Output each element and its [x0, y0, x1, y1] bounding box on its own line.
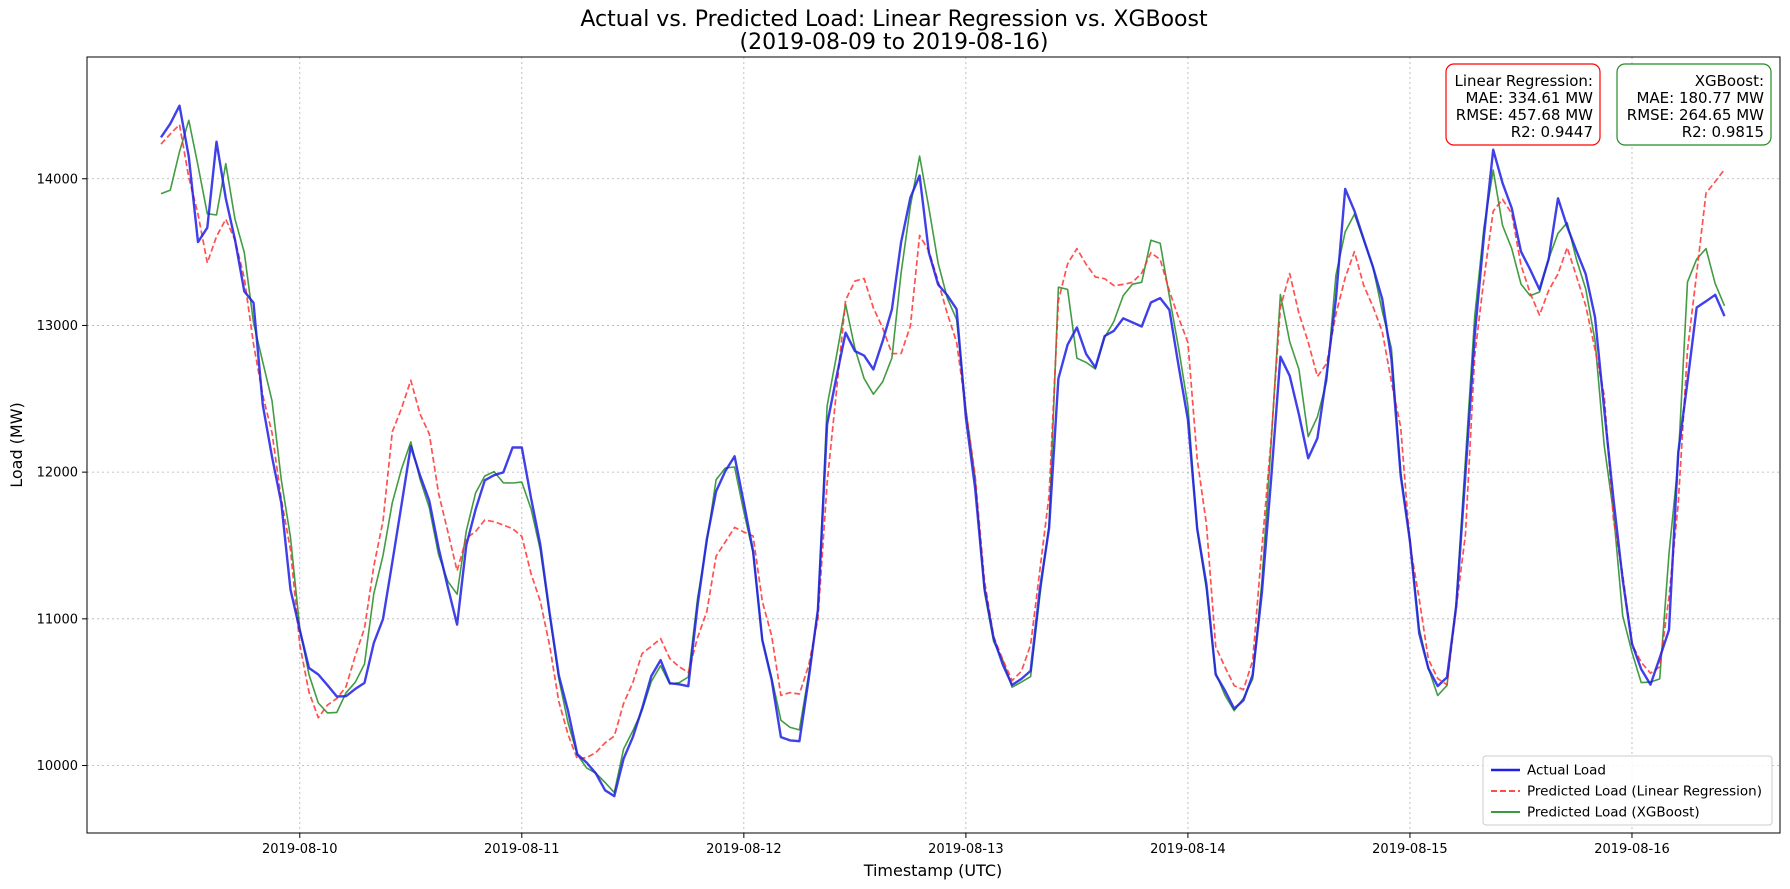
x-tick-label: 2019-08-13 [928, 842, 1004, 857]
y-tick-label: 11000 [37, 612, 78, 627]
series-line-actual [160, 104, 1726, 798]
plot-series [160, 104, 1726, 798]
metrics-mae-text: MAE: 334.61 MW [1465, 89, 1593, 107]
metrics-rmse-text: RMSE: 457.68 MW [1456, 106, 1593, 124]
series-line-linear-regression [160, 123, 1726, 760]
metrics-model-text: XGBoost: [1695, 72, 1764, 90]
grid [87, 57, 1780, 833]
x-tick-label: 2019-08-12 [706, 842, 782, 857]
legend: Actual Load Predicted Load (Linear Regres… [1482, 755, 1773, 826]
x-tick-label: 2019-08-10 [262, 842, 338, 857]
legend-label: Predicted Load (Linear Regression) [1527, 784, 1762, 800]
series-line-xgboost [160, 119, 1726, 794]
y-tick-label: 13000 [37, 319, 78, 334]
metrics-rmse-text: RMSE: 264.65 MW [1627, 106, 1764, 124]
y-axis-label: Load (MW) [7, 402, 26, 488]
x-tick-label: 2019-08-16 [1594, 842, 1670, 857]
legend-label: Predicted Load (XGBoost) [1527, 805, 1700, 821]
x-tick-label: 2019-08-11 [484, 842, 560, 857]
legend-label: Actual Load [1527, 763, 1606, 779]
metrics-r2-text: R2: 0.9447 [1511, 123, 1593, 141]
metrics-model-text: Linear Regression: [1455, 72, 1594, 90]
x-axis-label: Timestamp (UTC) [863, 861, 1003, 880]
metrics-box-frame [1445, 63, 1601, 146]
chart-title-line1: Actual vs. Predicted Load: Linear Regres… [580, 7, 1208, 32]
chart-title-line2: (2019-08-09 to 2019-08-16) [740, 30, 1049, 55]
y-tick-label: 12000 [37, 466, 78, 481]
y-tick-label: 14000 [37, 172, 78, 187]
x-tick-label: 2019-08-14 [1150, 842, 1226, 857]
legend-frame [1482, 755, 1773, 826]
metrics-box-frame [1616, 63, 1772, 146]
plot-frame [86, 56, 1781, 834]
axis-ticks: 2019-08-10 2019-08-11 2019-08-12 2019-08-13… [37, 172, 1670, 857]
metrics-mae-text: MAE: 180.77 MW [1636, 89, 1764, 107]
x-tick-label: 2019-08-15 [1372, 842, 1448, 857]
y-tick-label: 10000 [37, 759, 78, 774]
metrics-r2-text: R2: 0.9815 [1682, 123, 1764, 141]
